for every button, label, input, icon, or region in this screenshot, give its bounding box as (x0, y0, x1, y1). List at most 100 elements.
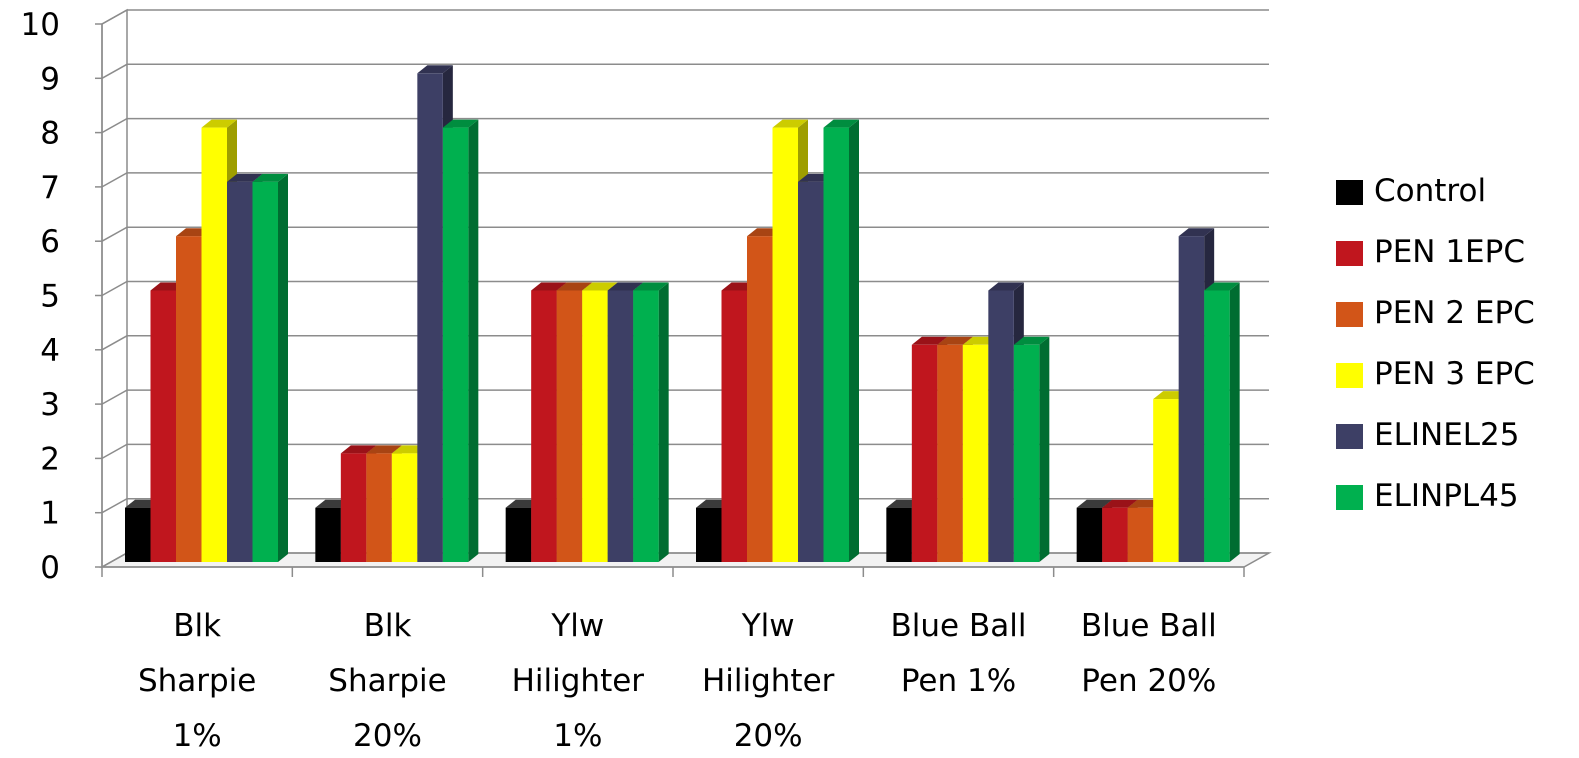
bar-front (633, 290, 659, 562)
bar-side (278, 173, 288, 562)
bar-top (366, 445, 402, 454)
x-category-label: Ylw Hilighter 20% (702, 608, 835, 754)
legend-label: PEN 1EPC (1374, 234, 1525, 270)
bar-front (988, 290, 1014, 562)
bar-front (176, 236, 202, 562)
bar-front (911, 344, 938, 562)
y-tick-label: 3 (40, 387, 60, 423)
x-category-label-line: Pen 20% (1081, 663, 1216, 699)
x-axis: Blk Sharpie 1%Blk Sharpie 20%Ylw Hilighter 1%Y… (101, 566, 1245, 754)
bar-front (340, 453, 367, 562)
bar-front (315, 507, 341, 562)
bar-top (227, 173, 263, 182)
gridlines (95, 9, 1269, 568)
bar (823, 119, 859, 562)
bar-top (823, 119, 859, 128)
bar-front (417, 73, 443, 563)
bar-front (962, 344, 989, 562)
legend-label: ELINEL25 (1374, 417, 1520, 453)
bar-front (531, 290, 557, 562)
bar-top (772, 119, 808, 128)
x-category-label-line: 20% (353, 718, 422, 754)
bar-top (1013, 336, 1050, 345)
bar-side (1039, 336, 1050, 562)
y-tick-label: 1 (40, 496, 60, 532)
x-category-label-line: Ylw (741, 608, 795, 644)
bar-top (607, 282, 644, 291)
bar-top (988, 282, 1024, 291)
bar-front (747, 236, 773, 562)
legend-swatch (1336, 424, 1363, 449)
bar-front (1013, 344, 1040, 562)
gridline (101, 117, 1269, 134)
bar-front (721, 290, 747, 562)
y-tick-label: 6 (40, 224, 60, 260)
legend-label: PEN 2 EPC (1374, 295, 1535, 331)
bar-front (772, 127, 798, 562)
bar-top (911, 336, 948, 345)
bar (442, 119, 479, 562)
y-tick-label: 10 (21, 7, 60, 43)
bar-front (391, 453, 418, 562)
gridline (101, 172, 1269, 188)
bar-front (1153, 399, 1179, 562)
x-category-label-line: 1% (553, 718, 602, 754)
bar-front (798, 181, 824, 562)
bar (1013, 336, 1050, 562)
bar-front (252, 181, 278, 562)
bar-front (201, 127, 227, 562)
bar-front (227, 181, 253, 562)
x-category-label-line: Pen 1% (901, 663, 1016, 699)
y-tick-label: 0 (40, 550, 60, 586)
legend-swatch (1336, 241, 1363, 266)
legend-item: ELINPL45 (1336, 478, 1519, 514)
bar-side (849, 119, 859, 562)
x-category-label-line: Blk (364, 608, 412, 644)
x-category-label-line: 1% (173, 718, 222, 754)
legend-item: ELINEL25 (1336, 417, 1520, 453)
bar-top (1204, 282, 1240, 291)
x-category-label-line: Hilighter (512, 663, 645, 699)
bar-front (505, 507, 532, 562)
bars (125, 65, 1240, 563)
legend-item: PEN 3 EPC (1336, 356, 1535, 392)
legend-label: Control (1374, 173, 1486, 209)
legend-item: PEN 2 EPC (1336, 295, 1535, 331)
bar (252, 173, 288, 562)
bar-side (468, 119, 479, 562)
y-tick-label: 2 (40, 441, 60, 477)
bar-front (1076, 507, 1103, 562)
x-category-label-line: Sharpie (138, 663, 256, 699)
x-category-label-line: Sharpie (328, 663, 446, 699)
y-tick-label: 4 (40, 333, 60, 369)
bar-front (442, 127, 469, 562)
bar-top (252, 173, 288, 182)
bar-front (607, 290, 634, 562)
x-category-label: Blk Sharpie 20% (328, 608, 446, 754)
y-tick-label: 5 (40, 279, 60, 315)
bar-top (582, 282, 618, 291)
bar-front (556, 290, 583, 562)
gridline (101, 497, 1269, 514)
bar-top (1178, 228, 1215, 237)
bar (1204, 282, 1240, 562)
bar-front (366, 453, 392, 562)
bar-top (633, 282, 669, 291)
x-category-label-line: Ylw (550, 608, 604, 644)
bar-top (1102, 499, 1138, 508)
bar-top (340, 445, 377, 454)
y-axis-ticks: 0 1 2 3 4 5 6 7 8 9 10 (21, 7, 60, 586)
x-category-label: Ylw Hilighter 1% (512, 608, 645, 754)
legend-item: PEN 1EPC (1336, 234, 1525, 270)
bar-top (417, 65, 453, 74)
gridline (101, 63, 1269, 79)
bar-top (937, 336, 973, 345)
x-category-label-line: Blue Ball (891, 608, 1027, 644)
legend-item: Control (1336, 173, 1486, 209)
x-category-label-line: 20% (734, 718, 803, 754)
x-category-label-line: Blue Ball (1081, 608, 1217, 644)
gridline (101, 226, 1269, 242)
bar-front (125, 507, 151, 562)
bar-front (1204, 290, 1230, 562)
